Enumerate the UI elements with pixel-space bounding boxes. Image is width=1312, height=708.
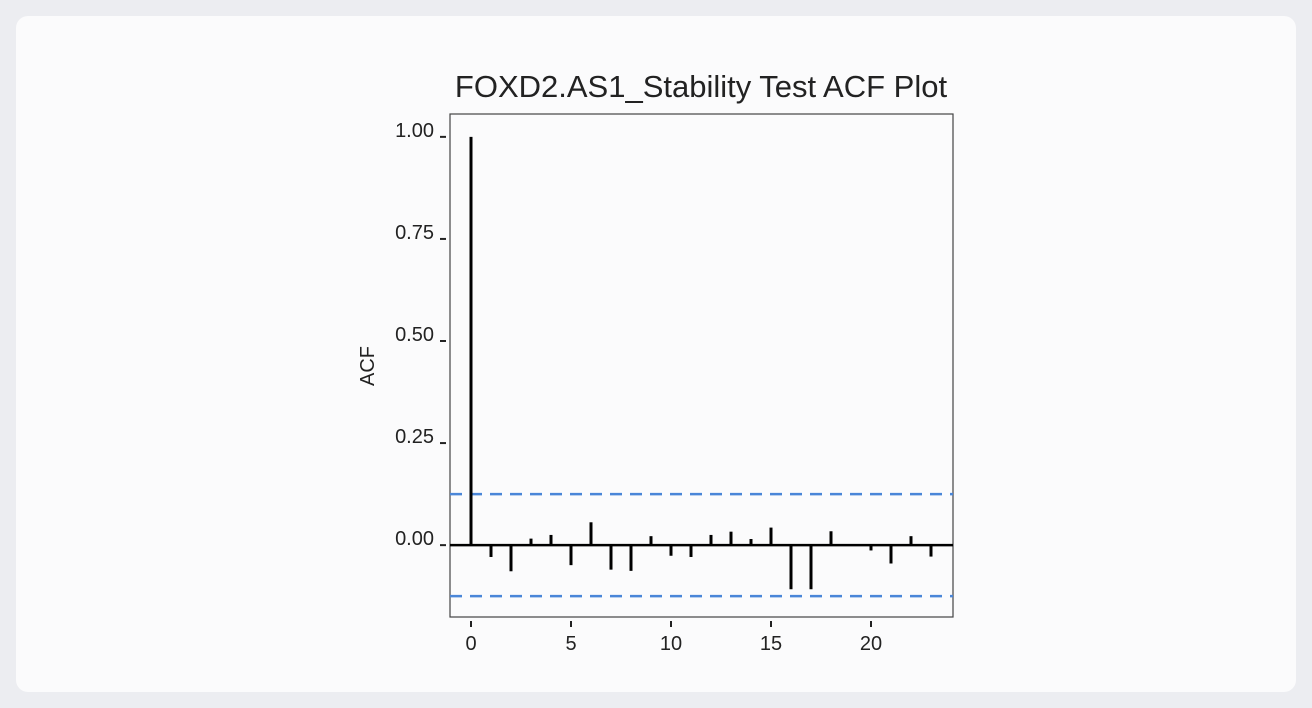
x-tick-label: 15 bbox=[760, 633, 782, 655]
chart-title: FOXD2.AS1_Stability Test ACF Plot bbox=[455, 69, 948, 104]
x-tick-label: 5 bbox=[565, 633, 576, 655]
y-tick-label: 0.25 bbox=[395, 426, 434, 448]
x-tick-label: 20 bbox=[860, 633, 882, 655]
y-tick-label: 0.75 bbox=[395, 222, 434, 244]
plot-frame bbox=[449, 113, 954, 618]
y-axis-label: ACF bbox=[357, 346, 379, 386]
x-tick-label: 10 bbox=[660, 633, 682, 655]
chart-card bbox=[16, 16, 1296, 692]
y-tick-label: 0.50 bbox=[395, 324, 434, 346]
y-tick-label: 1.00 bbox=[395, 120, 434, 142]
x-tick-label: 0 bbox=[465, 633, 476, 655]
y-tick-label: 0.00 bbox=[395, 528, 434, 550]
